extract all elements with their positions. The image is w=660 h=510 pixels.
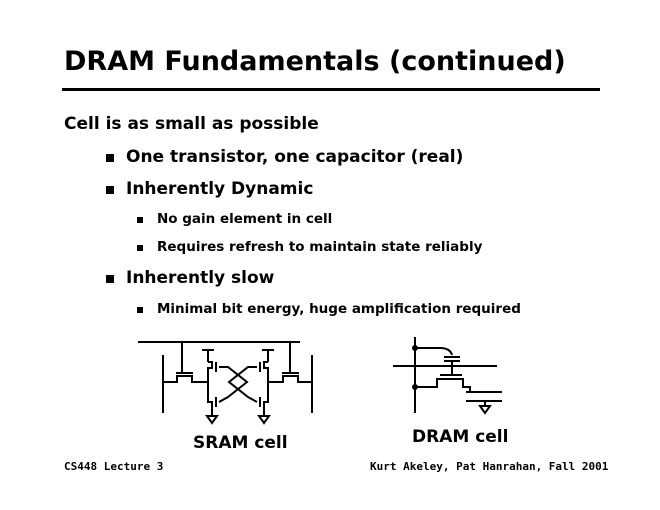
- dram-cell-diagram: [393, 337, 502, 415]
- sram-cell-diagram: [138, 341, 313, 425]
- intro-text: Cell is as small as possible: [64, 114, 319, 134]
- sub-bullet-2-2: Requires refresh to maintain state relia…: [157, 239, 483, 255]
- slide-title: DRAM Fundamentals (continued): [64, 46, 566, 77]
- footer-left: CS448 Lecture 3: [64, 460, 164, 473]
- sub-bullet-icon: [137, 217, 143, 223]
- title-rule: [62, 88, 600, 91]
- sub-bullet-2-1: No gain element in cell: [157, 211, 333, 227]
- bullet-2: Inherently Dynamic: [126, 179, 314, 199]
- bullet-1: One transistor, one capacitor (real): [126, 147, 464, 167]
- bullet-icon: [106, 275, 114, 283]
- sub-bullet-icon: [137, 307, 143, 313]
- dram-cell-label: DRAM cell: [412, 427, 509, 447]
- bullet-icon: [106, 154, 114, 162]
- sub-bullet-icon: [137, 245, 143, 251]
- sram-cell-label: SRAM cell: [193, 433, 288, 453]
- footer-right: Kurt Akeley, Pat Hanrahan, Fall 2001: [370, 460, 609, 473]
- bullet-3: Inherently slow: [126, 268, 275, 288]
- bullet-icon: [106, 186, 114, 194]
- sub-bullet-3-1: Minimal bit energy, huge amplification r…: [157, 301, 521, 317]
